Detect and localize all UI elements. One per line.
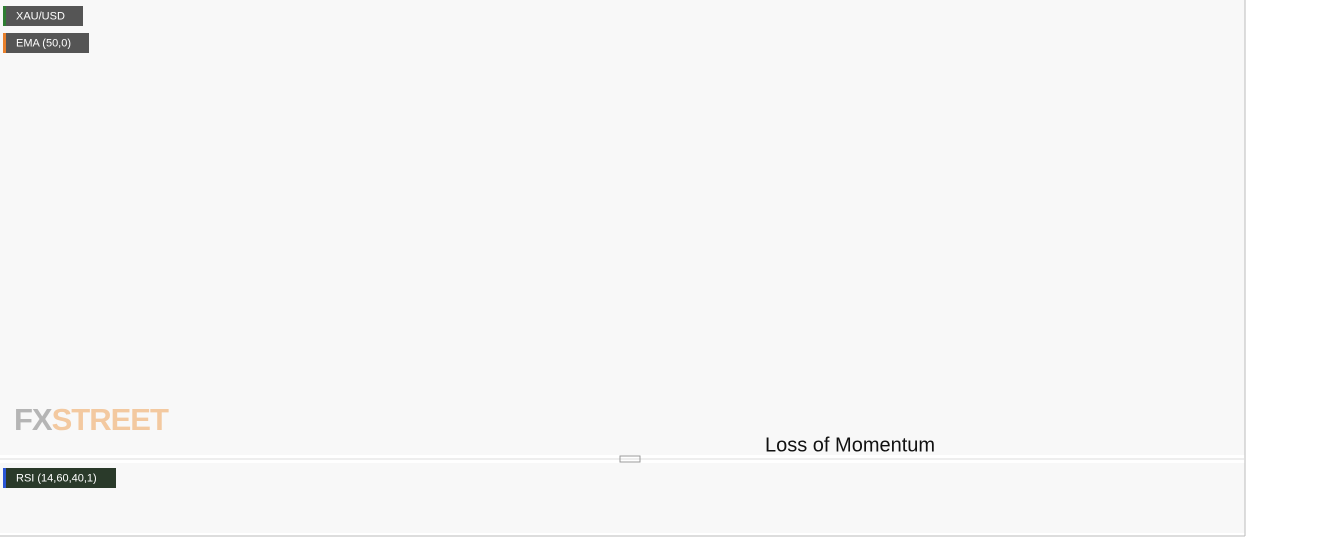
legend-label: RSI (14,60,40,1) [16, 472, 97, 484]
legend-label: XAU/USD [16, 10, 65, 22]
resize-handle[interactable] [619, 455, 641, 463]
annotation: Loss of Momentum [765, 434, 935, 456]
legend-swatch [3, 6, 6, 26]
rsi-pane [0, 463, 1245, 533]
legend-swatch [3, 468, 6, 488]
watermark: FXSTREET [14, 402, 169, 437]
watermark-part: FX [14, 402, 53, 437]
legend-box [3, 6, 83, 26]
legend-label: EMA (50,0) [16, 37, 71, 49]
price-pane [0, 0, 1245, 455]
legend-box [3, 33, 89, 53]
legend-swatch [3, 33, 6, 53]
watermark-part: STREET [52, 402, 169, 437]
legend-box [3, 468, 116, 488]
